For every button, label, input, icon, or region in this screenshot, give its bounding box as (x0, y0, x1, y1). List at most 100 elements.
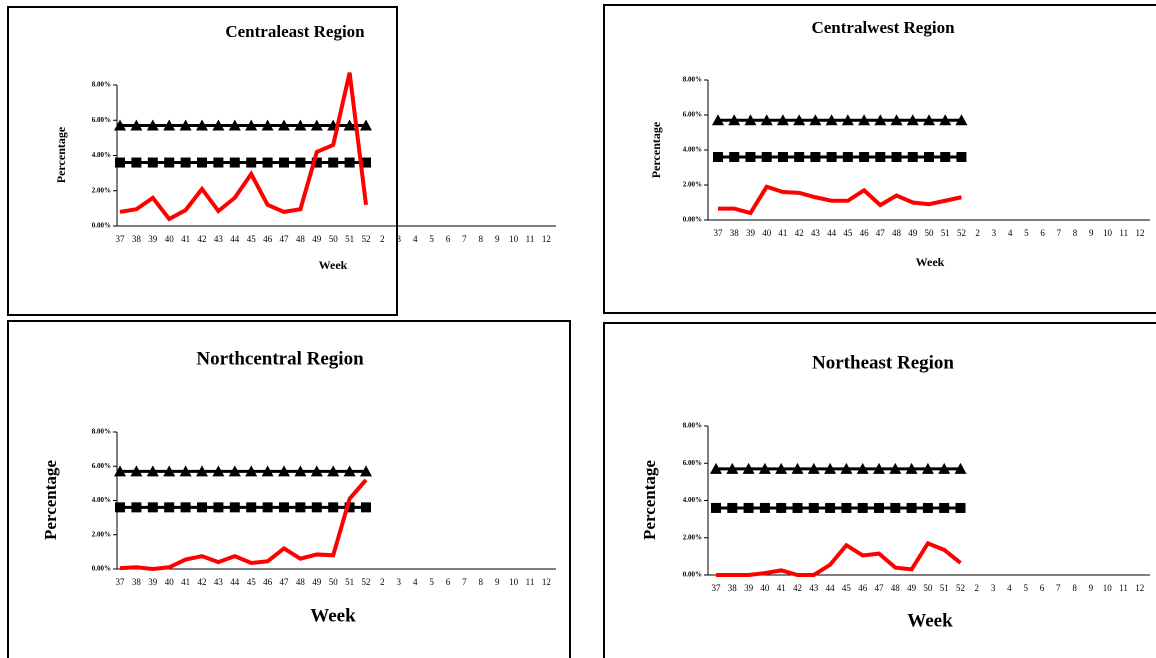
x-axis-label: Week (310, 605, 356, 626)
x-tick-label: 9 (1089, 228, 1094, 238)
square-marker (777, 152, 788, 162)
triangle-marker (728, 114, 741, 126)
x-tick-label: 43 (214, 577, 224, 587)
triangle-marker (954, 462, 967, 474)
x-tick-label: 5 (429, 577, 434, 587)
x-tick-label: 49 (312, 577, 322, 587)
square-marker (279, 502, 289, 513)
square-marker (295, 502, 306, 513)
square-marker (328, 157, 339, 168)
x-tick-label: 4 (413, 234, 418, 244)
panel-frame (7, 6, 398, 316)
square-marker (295, 157, 306, 168)
square-marker (279, 157, 289, 168)
triangle-marker (294, 119, 307, 131)
x-tick-label: 7 (462, 577, 467, 587)
square-marker (713, 152, 723, 162)
chart-title: Northcentral Region (196, 348, 364, 369)
triangle-marker (873, 462, 885, 474)
x-axis-label: Week (319, 258, 348, 272)
triangle-marker (840, 462, 853, 474)
triangle-marker (146, 119, 159, 131)
x-tick-label: 42 (198, 234, 207, 244)
x-tick-label: 39 (148, 577, 158, 587)
x-tick-label: 11 (1119, 583, 1128, 593)
x-tick-label: 42 (793, 583, 802, 593)
square-marker (955, 502, 966, 513)
y-tick-label: 6.00% (683, 459, 702, 467)
x-tick-label: 39 (746, 228, 756, 238)
square-marker (229, 157, 240, 168)
x-tick-label: 42 (198, 577, 207, 587)
x-tick-label: 45 (842, 583, 852, 593)
square-marker (826, 152, 837, 162)
x-tick-label: 4 (1007, 583, 1012, 593)
x-tick-label: 47 (875, 583, 885, 593)
x-tick-label: 12 (542, 234, 551, 244)
square-marker (792, 502, 803, 513)
x-tick-label: 10 (1103, 228, 1113, 238)
square-marker (776, 502, 787, 513)
triangle-marker (114, 465, 126, 477)
panel-frame (603, 4, 1156, 314)
triangle-marker (906, 114, 919, 126)
triangle-marker (841, 114, 854, 126)
x-tick-label: 42 (795, 228, 804, 238)
square-marker (810, 152, 821, 162)
chart-title: Centralwest Region (811, 18, 955, 37)
x-tick-label: 11 (526, 234, 535, 244)
square-marker (328, 502, 339, 513)
y-tick-label: 0.00% (92, 222, 111, 230)
triangle-marker (114, 119, 126, 131)
triangle-marker (261, 119, 274, 131)
square-marker (131, 157, 142, 168)
triangle-marker (163, 465, 176, 477)
triangle-marker (245, 465, 258, 477)
x-tick-label: 40 (165, 234, 175, 244)
square-marker (727, 502, 738, 513)
x-tick-label: 6 (446, 577, 451, 587)
square-marker (874, 502, 884, 513)
triangle-marker (712, 114, 724, 126)
x-tick-label: 50 (329, 577, 339, 587)
x-tick-label: 40 (165, 577, 175, 587)
square-marker (922, 502, 933, 513)
x-tick-label: 41 (778, 228, 787, 238)
triangle-marker (261, 465, 274, 477)
triangle-marker (824, 462, 837, 474)
x-tick-label: 8 (479, 577, 484, 587)
square-marker (906, 502, 917, 513)
triangle-marker (939, 114, 952, 126)
y-tick-label: 4.00% (683, 146, 702, 154)
y-axis-label: Percentage (41, 460, 60, 540)
triangle-marker (890, 114, 903, 126)
x-tick-label: 48 (296, 234, 306, 244)
x-tick-label: 51 (345, 577, 354, 587)
series-line (119, 72, 368, 222)
x-tick-label: 37 (116, 234, 126, 244)
x-tick-label: 38 (728, 583, 738, 593)
x-tick-label: 40 (762, 228, 772, 238)
x-tick-label: 3 (992, 228, 997, 238)
x-tick-label: 37 (714, 228, 724, 238)
square-marker (180, 157, 191, 168)
x-tick-label: 12 (542, 577, 551, 587)
square-marker (729, 152, 740, 162)
x-axis-label: Week (916, 255, 945, 269)
x-tick-label: 50 (923, 583, 933, 593)
x-tick-label: 6 (1040, 583, 1045, 593)
square-marker (808, 502, 819, 513)
x-tick-label: 39 (148, 234, 158, 244)
square-marker (859, 152, 870, 162)
x-tick-label: 37 (116, 577, 126, 587)
x-tick-label: 6 (1040, 228, 1045, 238)
triangle-marker (858, 114, 871, 126)
triangle-marker (327, 465, 340, 477)
x-tick-label: 47 (280, 234, 290, 244)
panel-frame (603, 322, 1156, 658)
x-tick-label: 38 (132, 234, 142, 244)
y-tick-label: 4.00% (683, 496, 702, 504)
x-tick-label: 7 (1057, 228, 1062, 238)
x-tick-label: 2 (975, 228, 980, 238)
